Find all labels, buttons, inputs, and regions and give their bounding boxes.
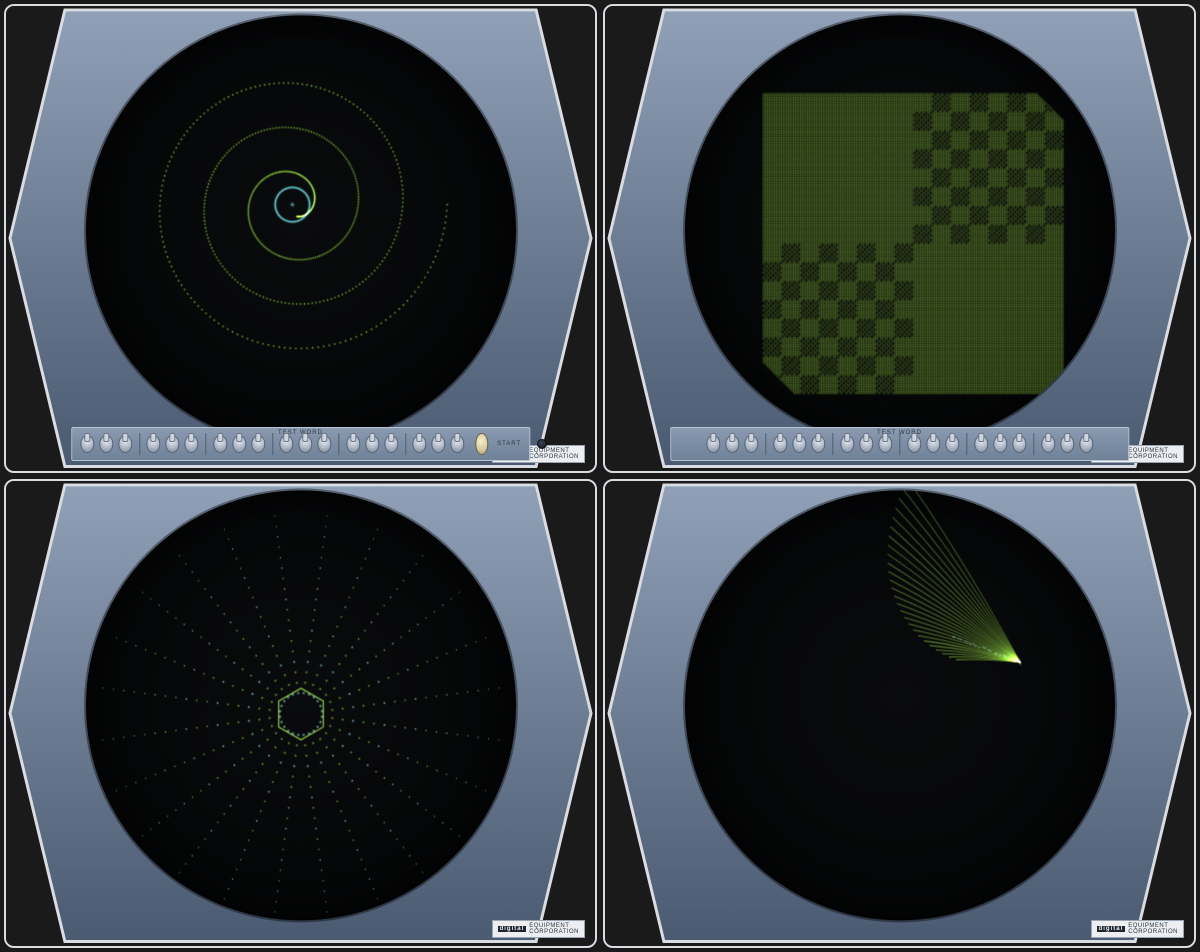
toggle-switch[interactable] xyxy=(725,435,739,453)
toggle-switch[interactable] xyxy=(744,435,758,453)
crt-screen xyxy=(685,15,1115,445)
toggle-switch[interactable] xyxy=(317,435,331,453)
crt-canvas xyxy=(86,490,516,920)
toggle-switch[interactable] xyxy=(279,435,293,453)
toggle-switch[interactable] xyxy=(706,435,720,453)
toggle-switch[interactable] xyxy=(346,435,360,453)
switch-group-separator xyxy=(139,433,140,455)
badge-line2: CORPORATION xyxy=(529,929,579,935)
panel-knob[interactable] xyxy=(537,439,547,449)
switch-group-separator xyxy=(272,433,273,455)
badge-line2: CORPORATION xyxy=(529,454,579,460)
toggle-switch[interactable] xyxy=(907,435,921,453)
start-button[interactable] xyxy=(475,433,488,455)
start-button-label: START xyxy=(497,441,521,447)
toggle-switch[interactable] xyxy=(118,435,132,453)
switch-group-separator xyxy=(405,433,406,455)
toggle-switch[interactable] xyxy=(811,435,825,453)
crt-unit-top-right: digital EQUIPMENT CORPORATION TEST WORD xyxy=(603,4,1196,473)
toggle-switch[interactable] xyxy=(365,435,379,453)
toggle-switch[interactable] xyxy=(232,435,246,453)
switch-group-separator xyxy=(205,433,206,455)
toggle-switch[interactable] xyxy=(859,435,873,453)
badge-logo: digital xyxy=(1097,926,1126,932)
toggle-switch[interactable] xyxy=(974,435,988,453)
toggle-switch[interactable] xyxy=(298,435,312,453)
test-word-panel: TEST WORDSTART xyxy=(71,427,530,461)
toggle-switch[interactable] xyxy=(184,435,198,453)
crt-screen xyxy=(86,15,516,445)
crt-canvas xyxy=(685,15,1115,445)
toggle-switch[interactable] xyxy=(213,435,227,453)
toggle-switch[interactable] xyxy=(993,435,1007,453)
toggle-switch[interactable] xyxy=(146,435,160,453)
badge-line2: CORPORATION xyxy=(1128,454,1178,460)
switch-group-separator xyxy=(338,433,339,455)
manufacturer-badge: digital EQUIPMENT CORPORATION xyxy=(492,920,585,938)
switch-group-separator xyxy=(832,433,833,455)
crt-canvas xyxy=(685,490,1115,920)
toggle-switch[interactable] xyxy=(792,435,806,453)
crt-canvas xyxy=(86,15,516,445)
manufacturer-badge: digital EQUIPMENT CORPORATION xyxy=(1091,920,1184,938)
toggle-switch[interactable] xyxy=(412,435,426,453)
switch-group-separator xyxy=(765,433,766,455)
toggle-switch[interactable] xyxy=(945,435,959,453)
toggle-switch[interactable] xyxy=(926,435,940,453)
badge-logo: digital xyxy=(498,926,527,932)
toggle-switch[interactable] xyxy=(840,435,854,453)
badge-line2: CORPORATION xyxy=(1128,929,1178,935)
crt-unit-top-left: digital EQUIPMENT CORPORATION TEST WORDS… xyxy=(4,4,597,473)
switch-group-separator xyxy=(966,433,967,455)
crt-screen xyxy=(685,490,1115,920)
toggle-switch[interactable] xyxy=(431,435,445,453)
crt-unit-bottom-right: digital EQUIPMENT CORPORATION xyxy=(603,479,1196,948)
switch-group-separator xyxy=(1033,433,1034,455)
toggle-switch[interactable] xyxy=(165,435,179,453)
toggle-switch[interactable] xyxy=(878,435,892,453)
toggle-switch[interactable] xyxy=(773,435,787,453)
toggle-switch[interactable] xyxy=(1060,435,1074,453)
toggle-switch[interactable] xyxy=(1079,435,1093,453)
toggle-switch[interactable] xyxy=(450,435,464,453)
toggle-switch[interactable] xyxy=(80,435,94,453)
toggle-switch[interactable] xyxy=(1012,435,1026,453)
crt-screen xyxy=(86,490,516,920)
toggle-switch[interactable] xyxy=(99,435,113,453)
test-word-panel: TEST WORD xyxy=(670,427,1129,461)
toggle-switch[interactable] xyxy=(251,435,265,453)
display-grid: digital EQUIPMENT CORPORATION TEST WORDS… xyxy=(0,0,1200,952)
toggle-switch[interactable] xyxy=(384,435,398,453)
toggle-switch[interactable] xyxy=(1041,435,1055,453)
crt-unit-bottom-left: digital EQUIPMENT CORPORATION xyxy=(4,479,597,948)
switch-group-separator xyxy=(899,433,900,455)
